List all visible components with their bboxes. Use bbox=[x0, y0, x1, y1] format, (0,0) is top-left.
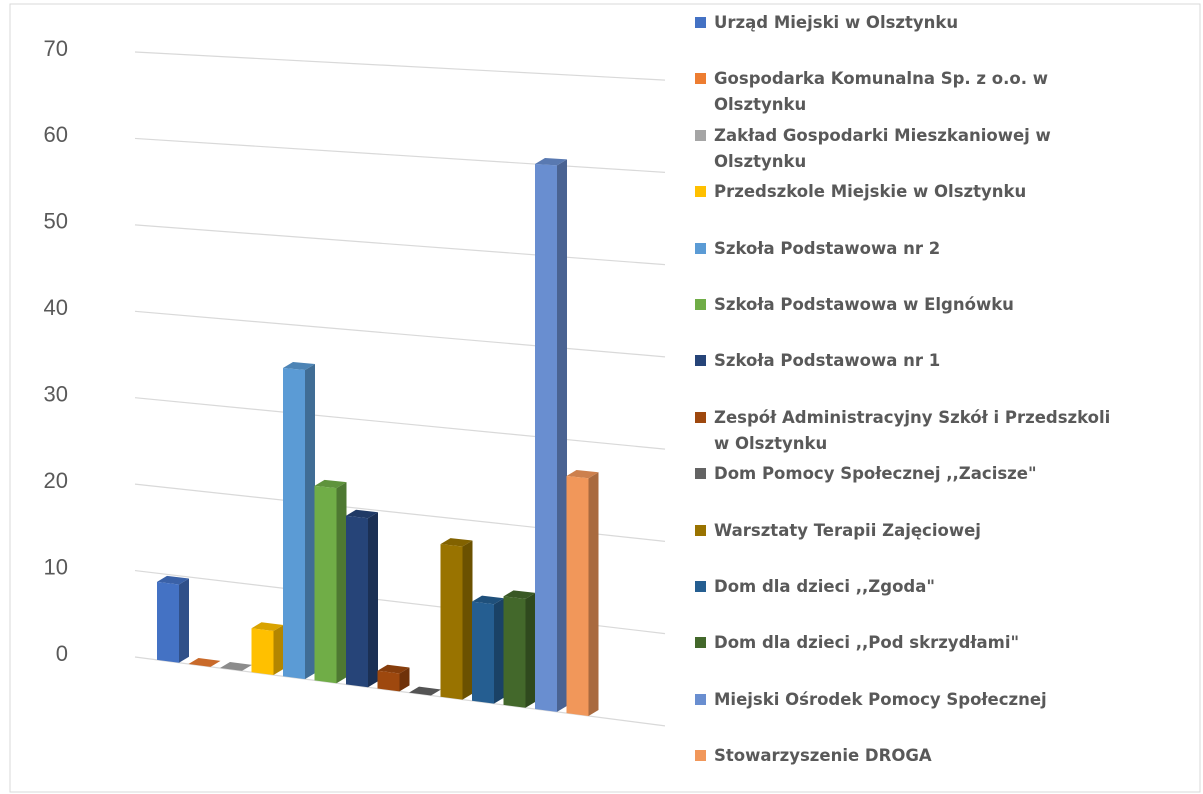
legend-label: Miejski Ośrodek Pomocy Społecznej bbox=[714, 689, 1047, 709]
bar-top bbox=[346, 509, 378, 519]
legend-label: Szkoła Podstawowa nr 1 bbox=[714, 351, 941, 371]
y-tick-label: 70 bbox=[44, 36, 68, 61]
bar-top bbox=[283, 362, 315, 371]
legend-label: Przedszkole Miejskie w Olsztynku bbox=[714, 182, 1027, 202]
y-tick-label: 10 bbox=[44, 554, 68, 579]
legend-label: Stowarzyszenie DROGA bbox=[714, 746, 932, 766]
legend-label: Urząd Miejski w Olsztynku bbox=[714, 13, 959, 32]
bar bbox=[440, 544, 463, 700]
legend-item: Dom dla dzieci ,,Zgoda" bbox=[695, 574, 1195, 600]
legend-label: Warsztaty Terapii Zajęciowej bbox=[714, 520, 981, 540]
bar-side bbox=[273, 625, 284, 676]
bar bbox=[251, 628, 274, 676]
legend-item: Szkoła Podstawowa nr 1 bbox=[695, 348, 1195, 374]
legend-swatch bbox=[695, 693, 706, 705]
legend-swatch bbox=[695, 242, 706, 254]
bar bbox=[472, 601, 494, 704]
bar-side bbox=[525, 592, 536, 708]
legend-item: Zespół Administracyjny Szkół i Przedszko… bbox=[695, 405, 1195, 457]
y-tick-label: 20 bbox=[44, 468, 68, 493]
bar bbox=[566, 476, 589, 716]
bar bbox=[377, 670, 400, 692]
y-tick-label: 50 bbox=[44, 209, 68, 234]
legend-swatch bbox=[695, 129, 706, 141]
legend-label: Gospodarka Komunalna Sp. z o.o. w Olszty… bbox=[714, 69, 1048, 115]
bar-side bbox=[336, 482, 347, 684]
legend-swatch bbox=[695, 186, 706, 198]
legend-label: Dom dla dzieci ,,Pod skrzydłami" bbox=[714, 633, 1020, 653]
legend-swatch bbox=[695, 73, 706, 85]
bar bbox=[535, 164, 557, 712]
y-tick-label: 60 bbox=[44, 122, 68, 147]
legend-label: Zespół Administracyjny Szkół i Przedszko… bbox=[714, 407, 1111, 453]
frame bbox=[9, 3, 1201, 793]
bar-side bbox=[368, 512, 378, 688]
bar-top bbox=[566, 470, 599, 479]
y-tick-label: 30 bbox=[44, 382, 68, 407]
y-tick-label: 0 bbox=[56, 641, 68, 666]
grid-line bbox=[134, 224, 666, 266]
legend-label: Zakład Gospodarki Mieszkaniowej w Olszty… bbox=[714, 125, 1051, 171]
legend-label: Szkoła Podstawowa w Elgnówku bbox=[714, 295, 1014, 314]
bar-top bbox=[157, 575, 189, 585]
bar bbox=[157, 581, 179, 663]
bar-side bbox=[399, 667, 410, 692]
legend-swatch bbox=[695, 411, 706, 423]
legend-item: Przedszkole Miejskie w Olsztynku bbox=[695, 179, 1195, 205]
bar bbox=[503, 596, 526, 708]
bar-side bbox=[462, 540, 473, 700]
legend-swatch bbox=[695, 17, 706, 28]
legend-swatch bbox=[695, 299, 706, 310]
bar-top bbox=[251, 622, 284, 632]
grid-line bbox=[134, 310, 666, 358]
legend-swatch bbox=[695, 468, 706, 480]
y-tick-label: 40 bbox=[44, 295, 68, 320]
bar-top bbox=[377, 664, 410, 674]
bar bbox=[346, 515, 368, 688]
bar-side bbox=[588, 472, 599, 716]
bar-top bbox=[535, 158, 567, 166]
bar-top bbox=[314, 479, 347, 489]
grid-line bbox=[134, 51, 666, 81]
legend-swatch bbox=[695, 750, 706, 762]
bar bbox=[283, 368, 305, 680]
bar bbox=[314, 485, 337, 684]
legend-item: Warsztaty Terapii Zajęciowej bbox=[695, 518, 1195, 544]
legend-item: Dom dla dzieci ,,Pod skrzydłami" bbox=[695, 630, 1195, 656]
legend-label: Dom dla dzieci ,,Zgoda" bbox=[714, 577, 935, 596]
legend-item: Miejski Ośrodek Pomocy Społecznej bbox=[695, 687, 1195, 713]
bar-side bbox=[557, 159, 567, 712]
legend-item: Zakład Gospodarki Mieszkaniowej w Olszty… bbox=[695, 123, 1195, 175]
legend-item: Szkoła Podstawowa w Elgnówku bbox=[695, 292, 1195, 318]
bar-top bbox=[503, 590, 536, 599]
bar-top bbox=[220, 662, 252, 671]
bar-top bbox=[472, 595, 504, 605]
legend-item: Stowarzyszenie DROGA bbox=[695, 743, 1195, 769]
legend-label: Dom Pomocy Społecznej ,,Zacisze" bbox=[714, 464, 1037, 484]
grid-line bbox=[134, 656, 666, 727]
bar-top bbox=[440, 538, 473, 547]
legend-swatch bbox=[695, 637, 706, 649]
legend-item: Gospodarka Komunalna Sp. z o.o. w Olszty… bbox=[695, 66, 1195, 118]
grid-line bbox=[134, 397, 666, 450]
grid-line bbox=[134, 137, 666, 173]
legend-item: Dom Pomocy Społecznej ,,Zacisze" bbox=[695, 461, 1195, 487]
legend-swatch bbox=[695, 581, 706, 592]
legend-item: Szkoła Podstawowa nr 2 bbox=[695, 236, 1195, 262]
bar-side bbox=[305, 364, 315, 680]
bar-side bbox=[179, 578, 189, 663]
bar-side bbox=[494, 598, 504, 704]
legend-swatch bbox=[695, 355, 706, 367]
legend-item: Urząd Miejski w Olsztynku bbox=[695, 10, 1195, 36]
bar-top bbox=[188, 657, 221, 667]
legend-label: Szkoła Podstawowa nr 2 bbox=[714, 238, 941, 258]
legend-swatch bbox=[695, 524, 706, 536]
bar-top bbox=[409, 686, 441, 696]
